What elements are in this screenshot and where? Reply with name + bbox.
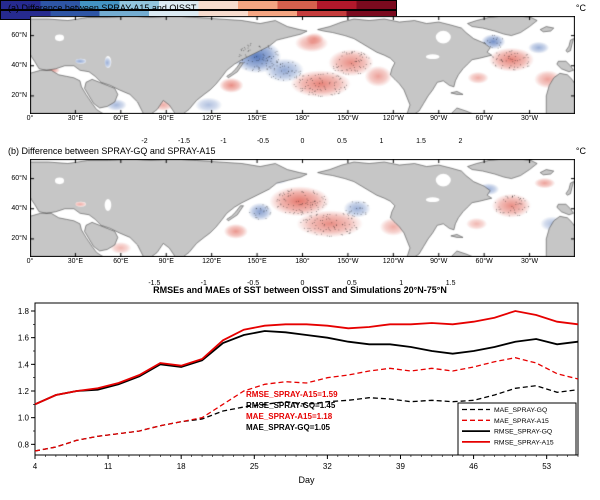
y-tick-label: 1.2 bbox=[18, 387, 30, 396]
lat-tick-label: 40°N bbox=[11, 61, 27, 69]
lon-tick-label: 60°W bbox=[475, 258, 493, 265]
legend-label: RMSE_SPRAY-GQ bbox=[494, 429, 552, 436]
x-tick-label: 18 bbox=[177, 462, 186, 471]
x-tick-label: 11 bbox=[104, 462, 113, 471]
lon-tick-label: 150°E bbox=[247, 115, 267, 122]
lon-tick-label: 90°E bbox=[158, 115, 174, 122]
lon-tick-label: 180° bbox=[295, 258, 310, 265]
legend-label: RMSE_SPRAY-A15 bbox=[494, 439, 554, 446]
lon-tick-label: 150°W bbox=[337, 115, 359, 122]
lat-tick-label: 20°N bbox=[11, 234, 27, 242]
lon-tick-label: 0° bbox=[26, 115, 34, 122]
panel-b-title: (b) Difference between SPRAY-GQ and SPRA… bbox=[8, 146, 216, 156]
y-tick-label: 1.6 bbox=[18, 334, 30, 343]
chart-annotation: RMSE_SPRAY-GQ=1.45 bbox=[246, 401, 336, 410]
map-a-canvas bbox=[30, 16, 575, 114]
x-tick-label: 4 bbox=[33, 462, 38, 471]
lon-tick-label: 60°E bbox=[113, 115, 129, 122]
lon-tick-label: 30°E bbox=[67, 115, 84, 122]
lon-tick-label: 0° bbox=[26, 258, 34, 265]
colorbar-tick-label: 0 bbox=[300, 280, 305, 287]
map-b-canvas bbox=[30, 159, 575, 257]
x-tick-label: 32 bbox=[323, 462, 332, 471]
panel-a-unit-label: °C bbox=[575, 3, 586, 13]
y-tick-label: 1.4 bbox=[18, 360, 30, 369]
lon-tick-label: 150°E bbox=[247, 258, 267, 265]
x-tick-label: 25 bbox=[250, 462, 259, 471]
x-tick-label: 46 bbox=[469, 462, 478, 471]
colorbar-tick-label: 0.5 bbox=[347, 280, 357, 287]
series-MAE_SPRAY-A15 bbox=[34, 357, 579, 452]
chart-annotation: RMSE_SPRAY-A15=1.59 bbox=[246, 390, 338, 399]
lon-tick-label: 180° bbox=[295, 115, 310, 122]
chart-annotation: MAE_SPRAY-A15=1.18 bbox=[246, 412, 333, 421]
colorbar-tick-label: 1 bbox=[379, 138, 384, 145]
colorbar-tick-label: -1 bbox=[200, 280, 207, 287]
legend-label: MAE_SPRAY-A15 bbox=[494, 418, 549, 425]
series-RMSE_SPRAY-GQ bbox=[34, 330, 579, 406]
panel-a-title: (a) Difference between SPRAY-A15 and OIS… bbox=[8, 3, 197, 13]
lon-tick-label: 120°E bbox=[202, 258, 222, 265]
lon-tick-label: 30°W bbox=[520, 115, 539, 122]
lon-tick-label: 60°E bbox=[113, 258, 129, 265]
lon-tick-label: 150°W bbox=[337, 258, 359, 265]
colorbar-tick-label: -2 bbox=[141, 138, 148, 145]
lat-tick-label: 20°N bbox=[11, 91, 27, 99]
y-tick-label: 1.8 bbox=[18, 307, 30, 316]
colorbar-tick-label: -1 bbox=[220, 138, 227, 145]
lon-tick-label: 30°E bbox=[67, 258, 84, 265]
colorbar-tick-label: -0.5 bbox=[256, 138, 270, 145]
colorbar-tick-label: -1.5 bbox=[148, 280, 161, 287]
colorbar-tick-label: 1.5 bbox=[416, 138, 426, 145]
colorbar-tick-label: 1 bbox=[399, 280, 404, 287]
lon-tick-label: 90°E bbox=[158, 258, 174, 265]
lat-tick-label: 60°N bbox=[11, 31, 27, 39]
x-tick-label: 53 bbox=[542, 462, 551, 471]
lon-tick-label: 90°W bbox=[430, 115, 448, 122]
chart-title: RMSEs and MAEs of SST between OISST and … bbox=[153, 285, 447, 295]
lon-tick-label: 30°W bbox=[520, 258, 539, 265]
lat-tick-label: 40°N bbox=[11, 204, 27, 212]
series-RMSE_SPRAY-A15 bbox=[34, 310, 579, 406]
lon-tick-label: 120°E bbox=[202, 115, 222, 122]
colorbar bbox=[0, 0, 397, 10]
panel-b-unit-label: °C bbox=[575, 146, 586, 156]
lon-tick-label: 90°W bbox=[430, 258, 448, 265]
chart-annotation: MAE_SPRAY-GQ=1.05 bbox=[246, 423, 331, 432]
colorbar-tick-label: -0.5 bbox=[247, 280, 260, 287]
legend-label: MAE_SPRAY-GQ bbox=[494, 407, 547, 414]
x-tick-label: 39 bbox=[396, 462, 405, 471]
colorbar-tick-label: 0.5 bbox=[337, 138, 347, 145]
lon-tick-label: 60°W bbox=[475, 115, 493, 122]
lat-tick-label: 60°N bbox=[11, 174, 27, 182]
colorbar-tick-label: -1.5 bbox=[177, 138, 191, 145]
rmse-mae-chart: 0.8 1.0 1.2 1.4 1.6 1.8 4 11 18 25 32 39 46 53 Day RMSE… bbox=[18, 302, 579, 485]
lon-tick-label: 120°W bbox=[382, 115, 404, 122]
colorbar-tick-label: 2 bbox=[458, 138, 463, 145]
legend-box bbox=[457, 402, 577, 456]
colorbar-tick-label: 1.5 bbox=[445, 280, 456, 287]
lon-tick-label: 120°W bbox=[382, 258, 404, 265]
x-axis-label: Day bbox=[298, 475, 315, 485]
y-tick-label: 1.0 bbox=[18, 414, 30, 423]
y-tick-label: 0.8 bbox=[18, 440, 30, 449]
colorbar-tick-label: 0 bbox=[300, 138, 305, 145]
